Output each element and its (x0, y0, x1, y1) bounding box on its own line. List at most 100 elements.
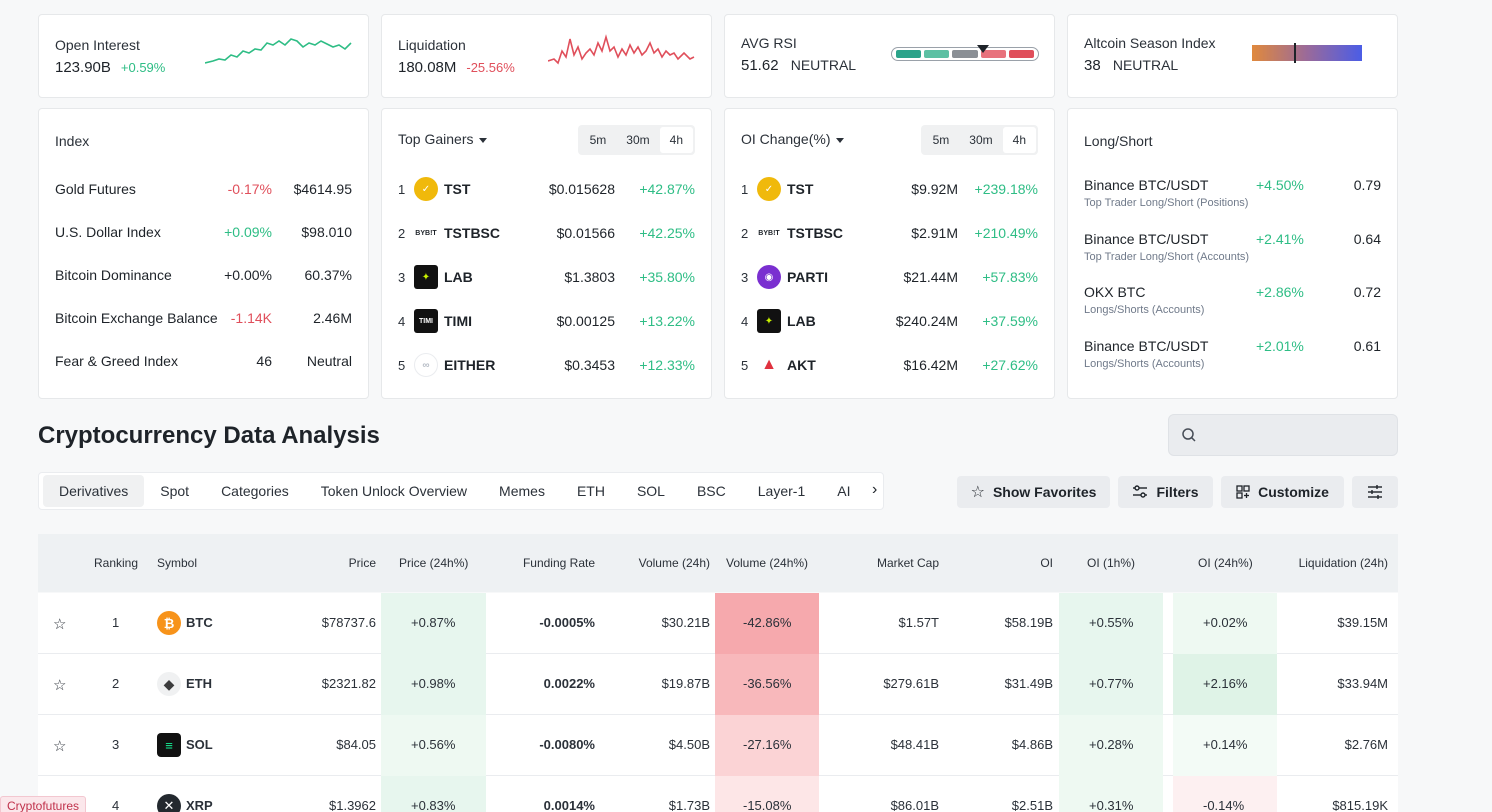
oi-row[interactable]: 2 BYB!T TSTBSC $2.91M +210.49% (741, 221, 1038, 245)
customize-button[interactable]: Customize (1221, 476, 1344, 508)
oi-change-dropdown[interactable]: OI Change(%) (741, 131, 845, 147)
cell-rank: 4 (112, 798, 120, 812)
gainer-change: +35.80% (639, 269, 695, 285)
interval-30m[interactable]: 30m (626, 133, 650, 147)
col-volume-24h[interactable]: Volume (24h%) (726, 556, 809, 570)
favorite-star-icon[interactable]: ☆ (53, 677, 67, 694)
index-change: +0.09% (224, 224, 272, 240)
cell-symbol: XRP (186, 798, 213, 812)
interval-4h[interactable]: 4h (659, 127, 693, 153)
chevron-right-icon[interactable]: › (872, 481, 878, 498)
cell-mcap: $86.01B (890, 798, 939, 812)
tab-bsc[interactable]: BSC (696, 483, 726, 499)
ls-value: 0.79 (1353, 177, 1381, 193)
col-price-24h[interactable]: Price (24h%) (399, 556, 469, 570)
tst-coin-icon: ✓ (414, 177, 438, 201)
search-input[interactable] (1168, 414, 1398, 456)
ls-subtitle: Top Trader Long/Short (Positions) (1084, 197, 1249, 209)
tab-layer-1[interactable]: Layer-1 (757, 483, 806, 499)
index-row[interactable]: Fear & Greed Index 46 Neutral (55, 353, 352, 373)
oi-row[interactable]: 1 ✓ TST $9.92M +239.18% (741, 177, 1038, 201)
col-oi-1h[interactable]: OI (1h%) (1087, 556, 1136, 570)
col-price[interactable]: Price (348, 556, 376, 570)
gainer-change: +42.25% (639, 225, 695, 241)
section-title: Cryptocurrency Data Analysis (38, 422, 380, 449)
interval-4h[interactable]: 4h (1002, 127, 1036, 153)
tab-sol[interactable]: SOL (636, 483, 665, 499)
col-symbol[interactable]: Symbol (157, 556, 198, 570)
favorite-star-icon[interactable]: ☆ (53, 738, 67, 755)
table-row[interactable]: 4 ✕ XRP $1.3962 +0.83% 0.0014% $1.73B -1… (38, 776, 1398, 812)
avg-rsi-card[interactable]: AVG RSI 51.62 NEUTRAL (724, 14, 1055, 98)
long-short-row[interactable]: OKX BTC Longs/Shorts (Accounts) +2.86% 0… (1084, 284, 1381, 324)
filters-label: Filters (1156, 484, 1199, 500)
col-funding-rate[interactable]: Funding Rate (522, 556, 595, 570)
index-row[interactable]: U.S. Dollar Index +0.09% $98.010 (55, 224, 352, 244)
favorite-star-icon[interactable]: ☆ (53, 616, 67, 633)
ls-subtitle: Longs/Shorts (Accounts) (1084, 304, 1205, 316)
ls-change: +4.50% (1256, 177, 1304, 193)
gainer-row[interactable]: 3 ✦ LAB $1.3803 +35.80% (398, 265, 695, 289)
open-interest-card[interactable]: Open Interest 123.90B +0.59% (38, 14, 369, 98)
tab-spot[interactable]: Spot (160, 483, 190, 499)
cell-price-chg: +0.87% (411, 615, 456, 630)
cell-mcap: $1.57T (898, 615, 939, 630)
altcoin-season-gauge (1252, 45, 1362, 61)
show-favorites-button[interactable]: ☆ Show Favorites (957, 476, 1110, 508)
tab-token-unlock[interactable]: Token Unlock Overview (320, 483, 468, 499)
oi-row[interactable]: 5 ▲ AKT $16.42M +27.62% (741, 353, 1038, 377)
cell-oi-1h: +0.28% (1089, 737, 1134, 752)
cell-rank: 2 (112, 676, 120, 691)
interval-5m[interactable]: 5m (589, 133, 607, 147)
gainer-row[interactable]: 4 TIMI TIMI $0.00125 +13.22% (398, 309, 695, 333)
top-gainers-dropdown[interactable]: Top Gainers (398, 131, 488, 147)
tab-derivatives[interactable]: Derivatives (43, 475, 145, 507)
gainer-price: $0.015628 (548, 181, 615, 197)
cell-liquidation: $2.76M (1344, 737, 1388, 752)
chevron-down-icon (836, 137, 845, 143)
index-value: $4614.95 (293, 181, 352, 197)
gainer-symbol: LAB (444, 269, 473, 285)
cell-volume-chg: -27.16% (743, 737, 792, 752)
index-row[interactable]: Gold Futures -0.17% $4614.95 (55, 181, 352, 201)
oi-rank: 2 (741, 225, 749, 241)
long-short-row[interactable]: Binance BTC/USDT Top Trader Long/Short (… (1084, 231, 1381, 271)
index-row[interactable]: Bitcoin Exchange Balance -1.14K 2.46M (55, 310, 352, 330)
col-market-cap[interactable]: Market Cap (876, 556, 939, 570)
ethereum-icon: ◆ (157, 672, 181, 696)
settings-button[interactable] (1352, 476, 1398, 508)
tab-eth[interactable]: ETH (576, 483, 605, 499)
gainer-row[interactable]: 1 ✓ TST $0.015628 +42.87% (398, 177, 695, 201)
tab-ai[interactable]: AI (837, 483, 851, 499)
interval-30m[interactable]: 30m (969, 133, 993, 147)
col-ranking[interactable]: Ranking (94, 556, 139, 570)
timi-coin-icon: TIMI (414, 309, 438, 333)
gainer-row[interactable]: 2 BYB!T TSTBSC $0.01566 +42.25% (398, 221, 695, 245)
index-value: Neutral (306, 353, 352, 369)
table-row[interactable]: ☆ 1 ₿ BTC $78737.6 +0.87% -0.0005% $30.2… (38, 593, 1398, 654)
interval-5m[interactable]: 5m (932, 133, 950, 147)
col-liquidation[interactable]: Liquidation (24h) (1298, 556, 1388, 570)
liquidation-card[interactable]: Liquidation 180.08M -25.56% (381, 14, 712, 98)
cell-liquidation: $815.19K (1332, 798, 1388, 812)
col-volume[interactable]: Volume (24h) (638, 556, 710, 570)
gainer-rank: 4 (398, 313, 406, 329)
gainer-row[interactable]: 5 ∞ EITHER $0.3453 +12.33% (398, 353, 695, 377)
col-oi[interactable]: OI (1040, 556, 1053, 570)
cell-oi: $4.86B (1011, 737, 1053, 752)
oi-row[interactable]: 3 ◉ PARTI $21.44M +57.83% (741, 265, 1038, 289)
filters-button[interactable]: Filters (1118, 476, 1213, 508)
altcoin-season-marker (1294, 43, 1296, 63)
altcoin-season-card[interactable]: Altcoin Season Index 38 NEUTRAL (1067, 14, 1398, 98)
index-row[interactable]: Bitcoin Dominance +0.00% 60.37% (55, 267, 352, 287)
table-row[interactable]: ☆ 2 ◆ ETH $2321.82 +0.98% 0.0022% $19.87… (38, 654, 1398, 715)
oi-row[interactable]: 4 ✦ LAB $240.24M +37.59% (741, 309, 1038, 333)
long-short-row[interactable]: Binance BTC/USDT Longs/Shorts (Accounts)… (1084, 338, 1381, 378)
tab-categories[interactable]: Categories (221, 483, 289, 499)
tab-memes[interactable]: Memes (499, 483, 545, 499)
cryptofutures-tag[interactable]: Cryptofutures (0, 796, 87, 812)
cell-funding: -0.0005% (539, 615, 595, 630)
long-short-row[interactable]: Binance BTC/USDT Top Trader Long/Short (… (1084, 177, 1381, 217)
table-row[interactable]: ☆ 3 ≡ SOL $84.05 +0.56% -0.0080% $4.50B … (38, 715, 1398, 776)
col-oi-24h[interactable]: OI (24h%) (1198, 556, 1253, 570)
